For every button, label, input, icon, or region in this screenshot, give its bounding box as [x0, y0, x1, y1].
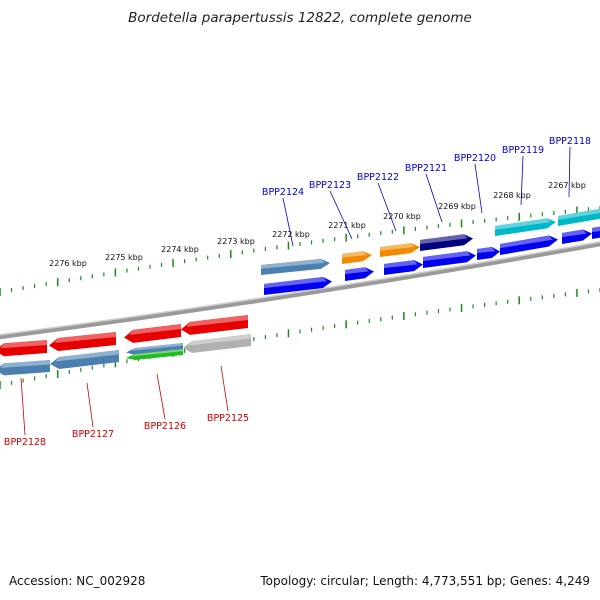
gene-label-reverse[interactable]: BPP2127	[72, 429, 114, 440]
cds-bpp2127-row	[50, 350, 119, 369]
ruler-tick-label: 2273 kbp	[217, 237, 255, 246]
label-leader-lines	[20, 146, 571, 436]
gene-label-reverse[interactable]: BPP2128	[4, 437, 46, 448]
cds-bpp2127	[49, 332, 116, 352]
ruler-labels: 2276 kbp 2275 kbp 2274 kbp 2273 kbp 2272 kbp…	[49, 181, 586, 268]
genome-title: Bordetella parapertussis 12822, complete…	[128, 10, 472, 26]
gene-label-reverse[interactable]: BPP2126	[144, 421, 186, 432]
gene-label-forward[interactable]: BPP2120	[454, 153, 496, 164]
gene-label-forward[interactable]: BPP2124	[262, 187, 304, 198]
ruler-tick-label: 2269 kbp	[438, 202, 476, 211]
ruler-tick-label: 2275 kbp	[105, 253, 143, 262]
cds-bpp2126	[124, 324, 181, 343]
cds-bpp2123-row	[345, 267, 374, 281]
cds-bpp2118	[558, 208, 600, 226]
cds-bpp2121-row	[423, 251, 476, 268]
gene-label-forward[interactable]: BPP2123	[309, 180, 351, 191]
cds-bpp2117-row	[592, 226, 600, 239]
ruler-tick-label: 2271 kbp	[328, 221, 366, 230]
gene-label-forward[interactable]: BPP2122	[357, 172, 399, 183]
tick-marks	[0, 206, 600, 389]
ruler-tick-label: 2270 kbp	[383, 212, 421, 221]
gene-label-reverse[interactable]: BPP2125	[207, 413, 249, 424]
cds-bpp2119-row	[500, 235, 558, 255]
ruler-tick-label: 2268 kbp	[493, 191, 531, 200]
ruler-tick-label: 2267 kbp	[548, 181, 586, 190]
cds-bpp2119	[495, 218, 556, 236]
cds-bpp2122-row	[384, 260, 423, 275]
cds-bpp2120-row	[477, 247, 500, 260]
genome-backbone	[0, 241, 600, 340]
gene-label-forward[interactable]: BPP2121	[405, 163, 447, 174]
cds-bpp2124	[261, 258, 330, 275]
gene-labels: BPP2124 BPP2123 BPP2122 BPP2121 BPP2120 BPP21…	[4, 136, 591, 448]
cds-bpp2122	[380, 243, 420, 257]
gene-label-forward[interactable]: BPP2119	[502, 145, 544, 156]
gene-label-forward[interactable]: BPP2118	[549, 136, 591, 147]
cds-bpp2125	[181, 315, 248, 335]
topology-summary: Topology: circular; Length: 4,773,551 bp…	[260, 574, 590, 588]
ruler-tick-label: 2274 kbp	[161, 245, 199, 254]
outer-tick-row	[0, 206, 600, 296]
cds-bpp2121	[420, 234, 473, 251]
cds-bpp2126-lower	[126, 349, 183, 361]
accession-label: Accession: NC_002928	[9, 574, 146, 588]
cds-bpp2124-row	[264, 277, 332, 295]
cds-bpp2126-upper	[126, 343, 183, 356]
cds-bpp2128-row	[0, 360, 50, 376]
cds-bpp2118-row	[562, 229, 592, 244]
ruler-tick-label: 2276 kbp	[49, 259, 87, 268]
ruler-tick-label: 2272 kbp	[272, 230, 310, 239]
cds-bpp2125-row	[183, 334, 251, 353]
cds-bpp2128	[0, 340, 47, 357]
cds-bpp2123	[342, 251, 372, 264]
gene-features	[0, 208, 600, 376]
